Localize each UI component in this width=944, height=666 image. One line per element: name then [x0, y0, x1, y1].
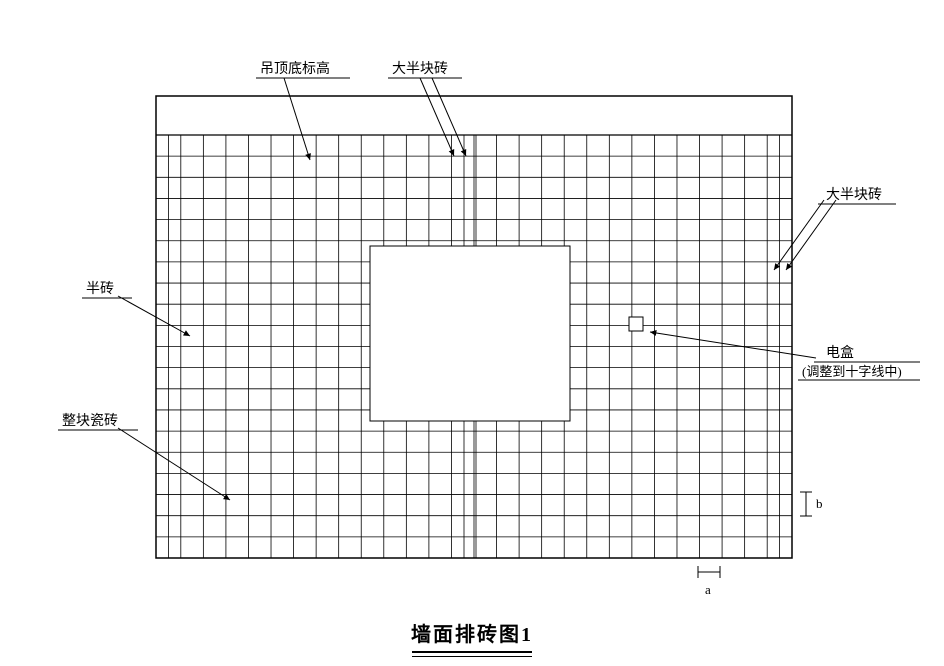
label-half-tile: 半砖 [86, 282, 114, 299]
label-electrical-box-line1: 电盒 [826, 346, 854, 363]
dim-label-a: a [705, 582, 711, 598]
diagram-svg [0, 0, 944, 666]
label-large-half-tile-top: 大半块砖 [392, 62, 448, 79]
label-large-half-tile-right: 大半块砖 [826, 188, 882, 205]
dim-label-b: b [816, 496, 823, 512]
label-ceiling-elevation: 吊顶底标高 [260, 62, 330, 79]
diagram-stage: 吊顶底标高 大半块砖 大半块砖 半砖 整块瓷砖 电盒 (调整到十字线中) a b… [0, 0, 944, 666]
label-electrical-box-line2: (调整到十字线中) [802, 364, 902, 380]
label-full-tile: 整块瓷砖 [62, 414, 118, 431]
title-underline [412, 651, 532, 657]
figure-title: 墙面排砖图1 [411, 618, 533, 649]
title-wrap: 墙面排砖图1 [0, 618, 944, 657]
